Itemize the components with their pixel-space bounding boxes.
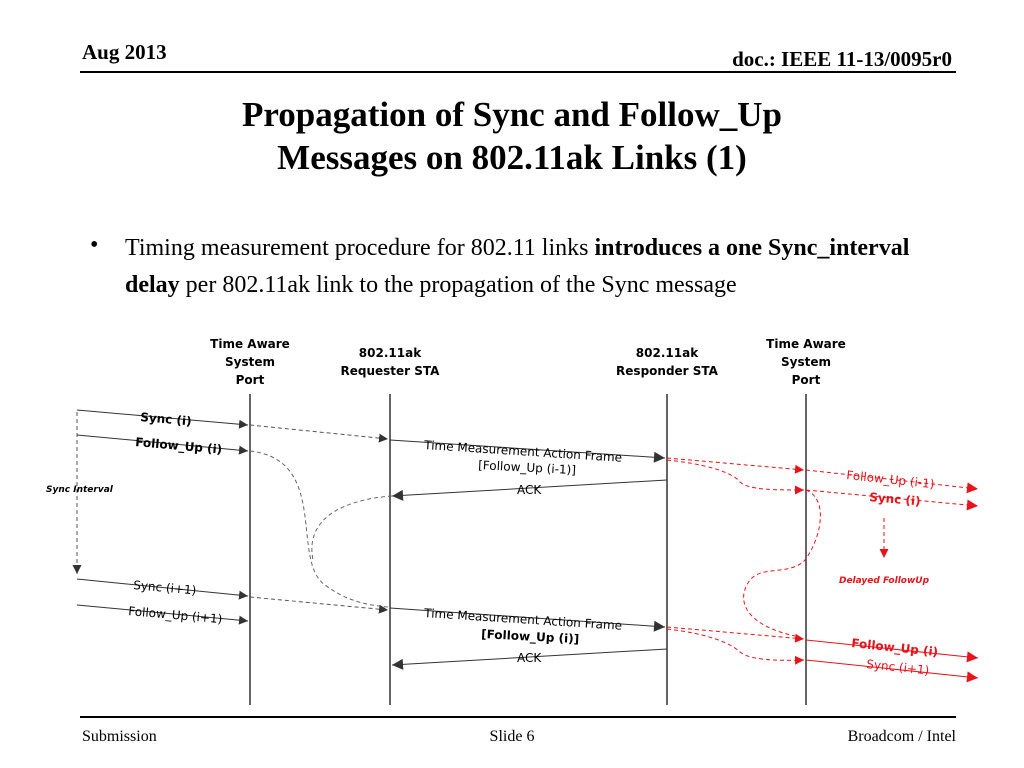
footer-authors: Broadcom / Intel [847,728,956,745]
header-date: Aug 2013 [82,40,167,64]
red-sync-i1-label: Sync (i+1) [866,657,930,678]
col3-line1: 802.11ak [636,346,699,360]
ack-2-label: ACK [517,651,542,665]
col1-line3: Port [236,373,265,387]
title-line-2: Messages on 802.11ak Links (1) [277,138,747,177]
col1-line2: System [225,355,275,369]
followup-i1-arrow [76,604,249,625]
bullet-text-c: per 802.11ak link to the propagation of … [179,272,737,298]
tm-frame-1-line2: [Follow_Up (i-1)] [478,458,576,477]
slide-title: Propagation of Sync and Follow_Up Messag… [0,93,1024,179]
footer-submission: Submission [82,728,157,745]
tm-frame-2-arrow [389,607,666,632]
col2-line2: Requester STA [341,364,441,378]
sync-i-arrow [76,409,249,429]
bullet-marker: • [90,232,99,258]
bullet-text-bold: introduces a one Sync_interval delay [125,235,910,298]
sync-i1-label: Sync (i+1) [133,578,197,597]
red-sync-i-to-port-arrow [666,457,805,474]
col4-line1: Time Aware [766,337,846,351]
sync-interval-label: Sync Interval [46,485,114,495]
followup-delay-curve [249,450,389,608]
red-sync-i-label: Sync (i) [869,490,921,508]
header-rule [80,71,956,73]
ack-1-arrow [391,479,668,501]
sync-i-forward-arrow [249,424,389,443]
bullet-text-a: Timing measurement procedure for 802.11 … [125,235,595,261]
red-followup-i-out-arrow [805,639,979,663]
red-followup-im1-label: Follow_Up (i-1) [846,468,936,491]
col4-line3: Port [792,373,821,387]
ack-1-label: ACK [517,483,542,497]
red-followup-im1-out-arrow [805,469,979,494]
followup-i-arrow [76,434,249,455]
title-line-1: Propagation of Sync and Follow_Up [242,95,782,134]
col1-line1: Time Aware [210,337,290,351]
followup-i1-label: Follow_Up (i+1) [128,604,223,626]
sync-i-label: Sync (i) [140,410,192,428]
col2-line1: 802.11ak [359,346,422,360]
tm-frame-2-line2: [Follow_Up (i)] [481,627,580,647]
red-followup-im1-to-port-arrow [666,459,805,495]
footer-slide-number: Slide 6 [489,728,535,745]
col3-line2: Responder STA [616,364,719,378]
header-doc-id: doc.: IEEE 11-13/0095r0 [732,47,952,71]
red-sync-i1-to-port-arrow [666,626,805,643]
red-sync-i1-out-arrow [805,659,979,683]
col4-line2: System [781,355,831,369]
bullet-text: Timing measurement procedure for 802.11 … [125,230,940,304]
ack-2-arrow [391,648,668,670]
delayed-followup-label: Delayed FollowUp [839,576,930,586]
red-followup-i-to-port-arrow [666,628,805,665]
sync-i1-forward-arrow [249,596,389,614]
followup-i-label: Follow_Up (i) [135,435,223,458]
red-delay-curve [743,489,821,637]
tm-frame-1-arrow [389,439,666,463]
red-followup-i-label: Follow_Up (i) [851,636,939,660]
ack-delay-curve [311,495,393,561]
sequence-diagram: Time Aware System Port 802.11ak Requeste… [46,337,979,705]
sync-i1-arrow [76,578,249,600]
footer-rule [80,716,956,718]
red-sync-i-out-arrow [805,489,979,511]
